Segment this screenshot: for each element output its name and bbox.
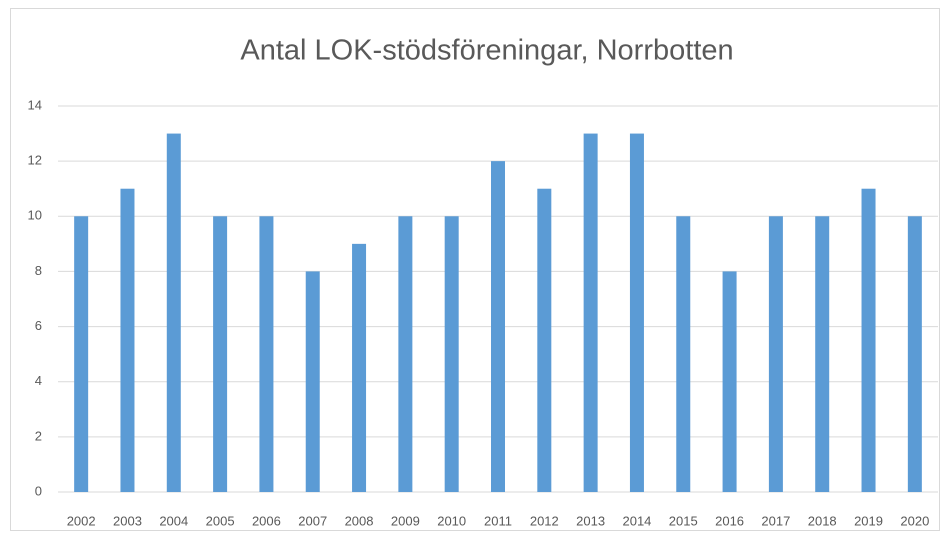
- y-tick-label: 4: [35, 373, 42, 388]
- bar: [398, 216, 413, 493]
- y-tick-label: 0: [35, 483, 42, 498]
- bar: [676, 216, 691, 493]
- x-tick-label: 2020: [900, 513, 929, 528]
- bar: [537, 188, 552, 492]
- x-tick-label: 2018: [808, 513, 837, 528]
- x-tick-label: 2019: [854, 513, 883, 528]
- x-tick-label: 2006: [252, 513, 281, 528]
- x-tick-label: 2007: [298, 513, 327, 528]
- bar: [491, 161, 505, 492]
- x-tick-label: 2015: [669, 513, 698, 528]
- x-tick-label: 2005: [206, 513, 235, 528]
- bar: [907, 216, 922, 493]
- bar: [861, 188, 876, 492]
- bar: [305, 271, 320, 492]
- y-tick-label: 14: [28, 97, 42, 112]
- bar: [815, 216, 830, 493]
- bar: [259, 216, 274, 493]
- x-tick-label: 2017: [761, 513, 790, 528]
- x-tick-label: 2009: [391, 513, 420, 528]
- x-tick-label: 2014: [622, 513, 651, 528]
- x-tick-label: 2012: [530, 513, 559, 528]
- bar: [74, 216, 89, 493]
- bar: [120, 188, 135, 492]
- bar: [352, 243, 367, 492]
- x-tick-label: 2013: [576, 513, 605, 528]
- x-tick-label: 2008: [345, 513, 374, 528]
- bar: [583, 133, 598, 493]
- bar: [722, 271, 737, 492]
- bar: [166, 133, 181, 493]
- x-tick-label: 2010: [437, 513, 466, 528]
- bar: [213, 216, 228, 493]
- x-tick-label: 2016: [715, 513, 744, 528]
- bar: [444, 216, 459, 493]
- x-tick-label: 2003: [113, 513, 142, 528]
- y-tick-label: 2: [35, 428, 42, 443]
- y-tick-label: 12: [28, 153, 42, 168]
- x-tick-label: 2002: [67, 513, 96, 528]
- x-tick-label: 2004: [159, 513, 188, 528]
- y-tick-label: 6: [35, 318, 42, 333]
- y-tick-label: 8: [35, 263, 42, 278]
- x-tick-label: 2011: [484, 513, 512, 528]
- chart-title: Antal LOK-stödsföreningar, Norrbotten: [240, 35, 733, 67]
- bar: [629, 133, 644, 493]
- chart-border: [10, 8, 940, 531]
- y-tick-label: 10: [28, 208, 42, 223]
- bar: [768, 216, 783, 493]
